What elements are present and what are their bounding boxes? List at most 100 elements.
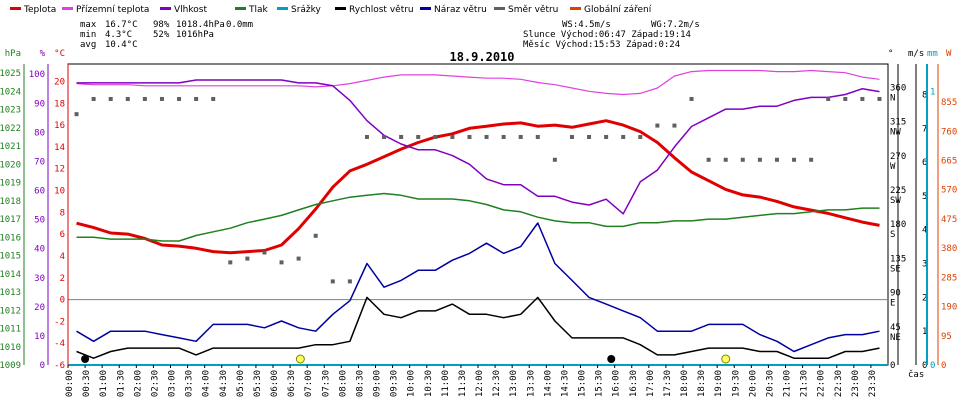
- x-tick-4: 02:00: [133, 370, 143, 397]
- direction-point-21: [433, 134, 438, 139]
- x-tick-13: 06:30: [287, 370, 297, 397]
- plot-area: [74, 69, 882, 366]
- x-tick-2: 01:00: [99, 370, 109, 397]
- x-tick-44: 22:00: [817, 370, 827, 397]
- radiation-tick-5: 475: [941, 215, 957, 225]
- stat-max-hum: 98%: [153, 20, 170, 30]
- direction-tick-label-8: N: [890, 93, 895, 103]
- direction-point-23: [467, 134, 472, 139]
- humidity-axis-tick-1: 10: [34, 332, 45, 342]
- pressure-axis-tick-14: 1023: [0, 106, 21, 116]
- direction-point-7: [194, 96, 199, 101]
- humidity-axis-tick-10: 100: [29, 70, 45, 80]
- humidity-axis-tick-8: 80: [34, 128, 45, 138]
- x-tick-10: 05:00: [236, 370, 246, 397]
- x-tick-9: 04:30: [219, 370, 229, 397]
- pressure-axis-tick-15: 1024: [0, 87, 21, 97]
- x-tick-6: 03:00: [168, 370, 178, 397]
- x-tick-26: 13:00: [509, 370, 519, 397]
- x-tick-24: 12:00: [475, 370, 485, 397]
- humidity-axis-tick-5: 50: [34, 216, 45, 226]
- wind-tick-6: 6: [922, 158, 927, 168]
- x-tick-43: 21:30: [800, 370, 810, 397]
- series-line-3: [76, 192, 880, 242]
- x-tick-40: 20:00: [748, 370, 758, 397]
- radiation-tick-6: 570: [941, 186, 957, 196]
- stat-wind-gust: WG:7.2m/s: [651, 20, 700, 30]
- pressure-axis-tick-1: 1010: [0, 343, 21, 353]
- direction-point-39: [740, 157, 745, 162]
- humidity-axis-tick-7: 70: [34, 157, 45, 167]
- series-line-0: [76, 119, 880, 255]
- temperature-axis-tick-10: 14: [54, 143, 65, 153]
- moonrise-icon: [607, 355, 616, 363]
- legend-swatch-5: [335, 7, 346, 10]
- x-tick-21: 10:30: [424, 370, 434, 397]
- direction-tick-3: 135: [890, 254, 906, 264]
- sunset-icon: [721, 354, 731, 364]
- temperature-axis-tick-4: 2: [60, 274, 65, 284]
- direction-point-41: [774, 157, 779, 162]
- sunrise-icon: [295, 354, 305, 364]
- x-tick-16: 08:00: [338, 370, 348, 397]
- direction-point-32: [621, 134, 626, 139]
- radiation-tick-9: 855: [941, 98, 957, 108]
- direction-tick-label-3: SE: [890, 264, 901, 274]
- x-tick-19: 09:30: [390, 370, 400, 397]
- direction-tick-2: 90: [890, 289, 901, 299]
- rain-tick-0: 0: [930, 361, 935, 371]
- stat-min-hum: 52%: [153, 30, 170, 40]
- stat-min-temp: 4.3°C: [105, 30, 132, 40]
- x-tick-46: 23:00: [851, 370, 861, 397]
- x-tick-41: 20:30: [765, 370, 775, 397]
- direction-point-5: [159, 96, 164, 101]
- direction-point-47: [877, 96, 882, 101]
- wind-tick-0: 0: [922, 361, 927, 371]
- wind-tick-2: 2: [922, 293, 927, 303]
- temperature-axis-tick-1: -4: [54, 339, 65, 349]
- radiation-tick-1: 95: [941, 332, 952, 342]
- radiation-axis-label: W: [946, 49, 952, 59]
- x-tick-14: 07:00: [304, 370, 314, 397]
- x-tick-12: 06:00: [270, 370, 280, 397]
- temperature-axis-tick-7: 8: [60, 208, 65, 218]
- legend-swatch-6: [420, 7, 431, 10]
- direction-point-27: [535, 134, 540, 139]
- legend-label-3: Tlak: [248, 5, 269, 15]
- direction-tick-label-6: W: [890, 162, 896, 172]
- direction-point-13: [296, 256, 301, 261]
- temperature-axis-tick-9: 12: [54, 165, 65, 175]
- stat-min-label: min: [80, 30, 96, 40]
- radiation-tick-3: 285: [941, 273, 957, 283]
- x-tick-5: 02:30: [150, 370, 160, 397]
- direction-point-37: [706, 157, 711, 162]
- x-tick-38: 19:00: [714, 370, 724, 397]
- direction-tick-label-5: SW: [890, 196, 901, 206]
- legend-swatch-0: [10, 7, 21, 10]
- temperature-axis-tick-5: 4: [60, 252, 65, 262]
- stat-max-press: 1018.4hPa: [176, 20, 225, 30]
- x-tick-8: 04:00: [202, 370, 212, 397]
- chart-title: 18.9.2010: [449, 50, 514, 64]
- direction-point-0: [74, 112, 79, 117]
- direction-tick-8: 360: [890, 83, 906, 93]
- stat-max-temp: 16.7°C: [105, 20, 138, 30]
- legend-swatch-2: [160, 7, 171, 10]
- stat-max-rain: 0.0mm: [226, 20, 253, 30]
- x-tick-39: 19:30: [731, 370, 741, 397]
- wind-tick-1: 1: [922, 327, 927, 337]
- legend-label-8: Globální záření: [584, 5, 652, 15]
- direction-point-20: [416, 134, 421, 139]
- direction-tick-5: 225: [890, 186, 906, 196]
- stat-wind-speed: WS:4.5m/s: [562, 20, 611, 30]
- series-line-2: [76, 79, 880, 215]
- direction-point-36: [689, 96, 694, 101]
- x-tick-11: 05:30: [253, 370, 263, 397]
- direction-tick-4: 180: [890, 220, 906, 230]
- x-tick-22: 11:00: [441, 370, 451, 397]
- humidity-axis-tick-6: 60: [34, 187, 45, 197]
- direction-tick-0: 0: [890, 361, 895, 371]
- x-tick-15: 07:30: [321, 370, 331, 397]
- direction-point-30: [587, 134, 592, 139]
